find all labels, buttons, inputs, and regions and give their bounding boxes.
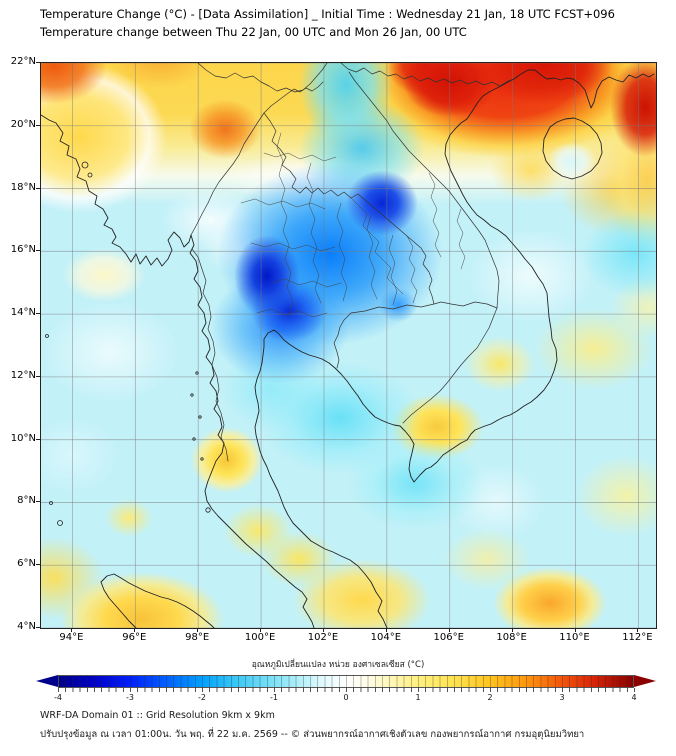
y-axis-label: 20°N <box>10 118 36 130</box>
y-axis-tick <box>36 250 40 252</box>
colorbar-gradient-bar <box>58 675 634 688</box>
y-axis-tick <box>36 627 40 628</box>
coastlines-and-borders <box>41 63 655 628</box>
y-axis-tick <box>36 124 40 126</box>
y-axis-label: 8°N <box>17 495 36 507</box>
x-axis-tick <box>511 628 513 632</box>
y-axis-label: 16°N <box>10 244 36 256</box>
x-axis-tick <box>385 628 387 632</box>
colorbar-tick-value: 4 <box>631 693 637 702</box>
colorbar-tick-value: 2 <box>487 693 493 702</box>
x-axis-label: 94°E <box>59 632 84 643</box>
myanmar-coastline <box>41 114 192 267</box>
x-axis-tick <box>134 628 136 632</box>
colorbar-right-arrow <box>634 675 656 687</box>
x-axis-label: 106°E <box>433 632 464 643</box>
colorbar-tickmarks <box>58 688 635 692</box>
x-axis-label: 96°E <box>122 632 147 643</box>
province-borders <box>240 132 466 318</box>
x-axis-label: 104°E <box>370 632 402 643</box>
x-axis-tick <box>322 628 324 632</box>
x-axis-label: 100°E <box>244 632 276 643</box>
colorbar-tick-value: -2 <box>198 693 206 702</box>
footer-update-info: ปรับปรุงข้อมูล ณ เวลา 01:00น. วัน พฤ. ที… <box>40 729 585 740</box>
x-axis-tick <box>197 628 199 632</box>
hainan-island-coastline <box>542 117 603 180</box>
x-axis-tick <box>260 628 262 632</box>
x-axis-label: 110°E <box>559 632 590 643</box>
colorbar-tick-value: 0 <box>343 693 349 702</box>
map-overlay <box>41 63 656 628</box>
sumatra-north-coastline <box>100 573 215 628</box>
gulf-and-vietnam-coastline <box>254 69 655 628</box>
y-axis-tick <box>36 187 40 189</box>
footer-domain-info: WRF-DA Domain 01 :: Grid Resolution 9km … <box>40 710 275 721</box>
graticule-gridlines <box>41 63 656 628</box>
y-axis-label: 14°N <box>10 307 36 319</box>
y-axis-label: 22°N <box>10 56 36 67</box>
small-islands <box>45 161 211 526</box>
peninsula-west-coastline <box>189 234 315 628</box>
y-axis-label: 12°N <box>10 369 36 381</box>
x-axis-tick <box>448 628 450 632</box>
x-axis-label: 108°E <box>496 632 527 643</box>
colorbar-tick-value: 1 <box>415 693 421 702</box>
y-axis-label: 18°N <box>10 181 36 193</box>
map-plot-area <box>40 62 657 629</box>
y-axis-label: 10°N <box>10 432 36 444</box>
colorbar-title: อุณหภูมิเปลี่ยนแปลง หน่วย องศาเซลเซียส (… <box>251 660 425 670</box>
x-axis-label: 102°E <box>307 632 339 643</box>
temperature-anomaly-field <box>41 63 656 628</box>
country-borders <box>190 63 515 462</box>
colorbar-tick-value: 3 <box>559 693 565 702</box>
x-axis-tick <box>637 628 639 632</box>
y-axis-tick <box>36 62 40 63</box>
x-axis-label: 112°E <box>622 632 653 643</box>
y-axis-tick <box>36 313 40 315</box>
y-axis-label: 4°N <box>17 621 36 632</box>
x-axis-tick <box>574 628 576 632</box>
colorbar-tick-value: -3 <box>126 693 134 702</box>
y-axis-tick <box>36 438 40 440</box>
y-axis-tick <box>36 564 40 566</box>
colorbar-left-arrow <box>36 675 58 687</box>
map-title-line1: Temperature Change (°C) - [Data Assimila… <box>40 7 615 21</box>
colorbar-segment-lines <box>58 675 634 688</box>
colorbar-tick-value: -4 <box>54 693 62 702</box>
map-title-line2: Temperature change between Thu 22 Jan, 0… <box>40 25 467 39</box>
x-axis-tick <box>71 628 73 632</box>
y-axis-tick <box>36 375 40 377</box>
x-axis-label: 98°E <box>185 632 210 643</box>
y-axis-tick <box>36 501 40 503</box>
y-axis-label: 6°N <box>17 558 36 570</box>
sumatra-west-coastline <box>100 581 137 628</box>
colorbar-tick-value: -1 <box>270 693 278 702</box>
